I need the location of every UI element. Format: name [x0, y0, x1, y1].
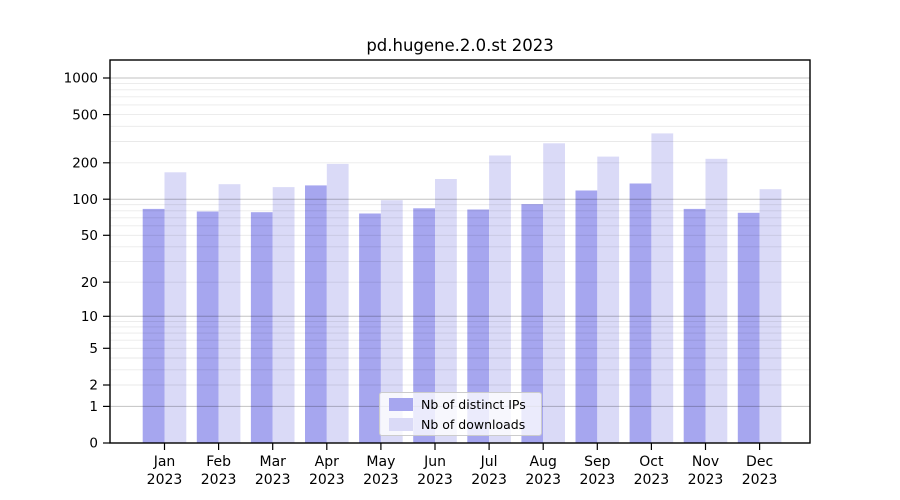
x-tick-label-year-oct: 2023 — [634, 472, 670, 488]
bar-distinct-ips-aug — [521, 204, 544, 443]
x-tick-label-year-jan: 2023 — [147, 472, 183, 488]
x-tick-label-month-may: May — [366, 454, 395, 470]
bar-distinct-ips-dec — [737, 212, 760, 443]
x-tick-label-month-jan: Jan — [153, 454, 176, 470]
legend-swatch-distinct-ips — [389, 397, 413, 411]
y-tick-label-2: 2 — [89, 378, 98, 394]
x-tick-label-month-oct: Oct — [639, 454, 664, 470]
x-tick-label-year-sep: 2023 — [579, 472, 615, 488]
y-tick-label-10: 10 — [81, 309, 98, 325]
bar-distinct-ips-nov — [683, 208, 706, 443]
y-tick-label-1000: 1000 — [64, 71, 98, 87]
bar-downloads-apr — [326, 163, 349, 443]
x-tick-label-month-sep: Sep — [584, 454, 611, 470]
y-tick-label-50: 50 — [81, 228, 98, 244]
chart-title: pd.hugene.2.0.st 2023 — [366, 36, 554, 55]
legend-label-downloads: Nb of downloads — [421, 416, 526, 432]
x-tick-label-year-jul: 2023 — [471, 472, 507, 488]
x-tick-label-year-feb: 2023 — [201, 472, 237, 488]
bar-distinct-ips-jun — [413, 208, 435, 443]
x-tick-label-month-jun: Jun — [423, 454, 446, 470]
y-tick-label-500: 500 — [72, 107, 98, 123]
y-tick-label-200: 200 — [72, 156, 98, 172]
y-tick-label-20: 20 — [81, 275, 98, 291]
x-tick-label-year-apr: 2023 — [309, 472, 345, 488]
x-tick-label-year-aug: 2023 — [525, 472, 561, 488]
y-tick-label-1: 1 — [89, 399, 98, 415]
bar-distinct-ips-jan — [142, 208, 165, 443]
bar-downloads-may — [380, 200, 403, 443]
x-tick-label-month-feb: Feb — [206, 454, 231, 470]
legend: Nb of distinct IPs Nb of downloads — [379, 392, 542, 436]
bar-distinct-ips-jul — [467, 209, 490, 443]
bar-distinct-ips-mar — [250, 212, 273, 443]
bar-distinct-ips-feb — [196, 211, 219, 443]
bar-distinct-ips-oct — [629, 183, 652, 443]
legend-item-downloads: Nb of downloads — [389, 417, 541, 432]
legend-swatch-downloads — [389, 417, 413, 431]
bar-distinct-ips-may — [359, 213, 381, 443]
legend-label-distinct-ips: Nb of distinct IPs — [421, 396, 526, 412]
bar-downloads-jun — [435, 179, 457, 443]
y-tick-label-5: 5 — [89, 341, 98, 357]
x-tick-label-month-dec: Dec — [746, 454, 773, 470]
bar-downloads-jan — [164, 172, 187, 444]
y-tick-label-100: 100 — [72, 192, 98, 208]
bar-distinct-ips-sep — [575, 190, 598, 443]
bar-distinct-ips-apr — [305, 185, 327, 443]
bar-downloads-oct — [651, 133, 674, 443]
x-tick-label-month-jul: Jul — [480, 454, 498, 470]
x-tick-label-year-mar: 2023 — [255, 472, 291, 488]
plot-border — [109, 59, 811, 444]
x-tick-label-month-nov: Nov — [692, 454, 719, 470]
bar-downloads-mar — [272, 187, 295, 443]
y-tick-label-0: 0 — [89, 436, 98, 452]
legend-item-distinct-ips: Nb of distinct IPs — [389, 397, 541, 412]
x-tick-label-month-aug: Aug — [530, 454, 557, 470]
bar-downloads-jul — [489, 155, 511, 443]
x-tick-label-month-mar: Mar — [259, 454, 286, 470]
x-tick-label-year-nov: 2023 — [688, 472, 724, 488]
bar-downloads-sep — [597, 156, 620, 443]
bar-downloads-feb — [218, 184, 241, 443]
x-tick-label-year-may: 2023 — [363, 472, 399, 488]
bar-downloads-aug — [543, 143, 565, 444]
bar-downloads-dec — [759, 189, 782, 443]
bar-downloads-nov — [705, 158, 728, 444]
x-tick-label-month-apr: Apr — [315, 454, 339, 470]
x-tick-label-year-dec: 2023 — [742, 472, 778, 488]
x-tick-label-year-jun: 2023 — [417, 472, 453, 488]
